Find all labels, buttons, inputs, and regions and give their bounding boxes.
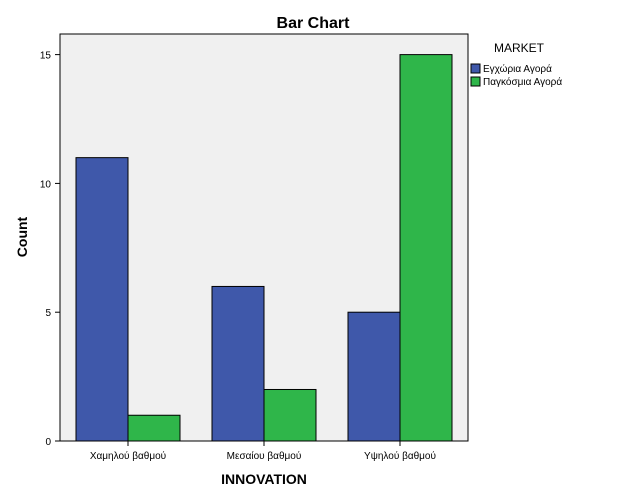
legend-label-domestic: Εγχώρια Αγορά [483, 63, 552, 75]
chart-title: Bar Chart [277, 15, 351, 32]
legend-title: MARKET [494, 41, 545, 55]
y-tick-label: 0 [45, 437, 51, 448]
bar [399, 54, 453, 442]
x-tick-label: Μεσαίου βαθμού [227, 450, 302, 462]
y-tick-label: 15 [40, 51, 52, 62]
y-axis-ticks: 0 5 10 15 [40, 51, 60, 448]
bar [75, 157, 129, 442]
legend: MARKET Εγχώρια Αγορά Παγκόσμια Αγορά [470, 41, 562, 88]
bar [211, 285, 265, 442]
x-axis-label: INNOVATION [221, 471, 307, 487]
x-tick-label: Χαμηλού βαθμού [90, 450, 166, 462]
bars [75, 54, 453, 442]
x-axis-ticks: Χαμηλού βαθμού Μεσαίου βαθμού Υψηλού βαθμο… [90, 441, 436, 462]
bar [347, 311, 401, 442]
legend-label-global: Παγκόσμια Αγορά [483, 76, 562, 88]
legend-swatch-global [470, 76, 481, 87]
y-tick-label: 10 [40, 179, 52, 190]
bar [127, 414, 181, 442]
y-axis-label: Count [14, 216, 30, 257]
bar [263, 388, 317, 442]
x-tick-label: Υψηλού βαθμού [364, 450, 436, 462]
legend-swatch-domestic [470, 63, 481, 74]
y-tick-label: 5 [45, 308, 51, 319]
